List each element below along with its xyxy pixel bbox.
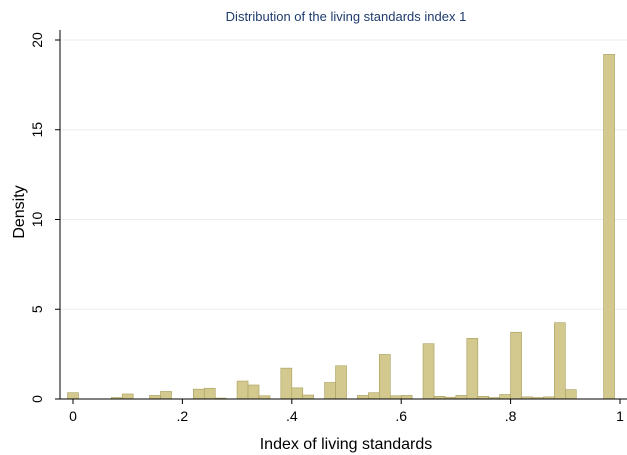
y-tick-label: 20 (29, 32, 45, 48)
histogram-bar (247, 384, 260, 400)
histogram-bar (193, 388, 205, 400)
y-tick-label: 10 (29, 212, 45, 228)
y-axis-ticks: 0 5 10 15 20 (29, 32, 60, 403)
histogram-bar (603, 54, 615, 400)
axes (59, 30, 627, 400)
histogram-bar (510, 331, 522, 400)
y-tick-label: 0 (29, 395, 45, 403)
x-tick-label: 1 (616, 408, 624, 424)
histogram-bar (236, 380, 249, 400)
x-tick-label: .4 (286, 408, 298, 424)
histogram-bar (378, 354, 391, 400)
x-tick-label: .8 (505, 408, 517, 424)
x-tick-label: .2 (177, 408, 189, 424)
grid-lines (60, 39, 627, 310)
histogram-bar (149, 395, 161, 400)
x-axis-ticks: 0 .2 .4 .6 .8 1 (69, 399, 624, 424)
histogram-bars (67, 54, 615, 400)
y-axis-title: Density (11, 185, 28, 238)
y-tick-label: 15 (29, 122, 45, 138)
histogram-bar (357, 395, 369, 400)
histogram-bar (302, 394, 315, 400)
histogram-bar (203, 387, 216, 400)
histogram-bar (291, 387, 304, 400)
histogram-bar (554, 322, 566, 400)
histogram-bar (422, 343, 435, 400)
histogram-bar (564, 389, 577, 400)
histogram-bar (400, 395, 413, 400)
histogram-bar (368, 392, 380, 400)
histogram-bar (466, 338, 479, 400)
histogram-bar (335, 365, 347, 400)
histogram-bar (324, 382, 336, 400)
histogram-bar (67, 392, 79, 400)
histogram-bar (160, 391, 172, 400)
histogram-bar (280, 367, 293, 400)
y-tick-label: 5 (29, 305, 45, 313)
x-axis-title: Index of living standards (260, 436, 433, 453)
histogram-bar (455, 395, 468, 400)
histogram-bar (121, 393, 134, 400)
x-tick-label: .6 (395, 408, 407, 424)
histogram-bar (499, 394, 511, 400)
chart-title: Distribution of the living standards ind… (226, 9, 467, 24)
x-tick-label: 0 (69, 408, 77, 424)
